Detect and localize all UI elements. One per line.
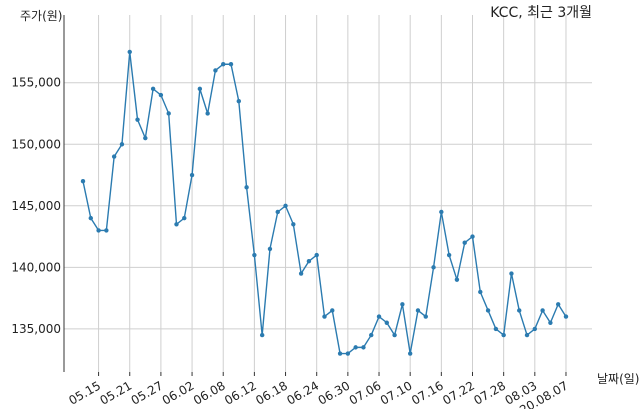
data-point <box>330 308 335 313</box>
series-line <box>82 51 567 355</box>
data-point <box>376 314 382 319</box>
data-point <box>524 332 530 338</box>
data-point <box>166 111 171 116</box>
x-tick-label: 07.28 <box>471 378 508 407</box>
data-point <box>439 209 444 215</box>
x-tick-label: 06.12 <box>222 378 259 407</box>
chart-axes <box>63 15 567 376</box>
x-tick-label: 05.27 <box>129 378 166 407</box>
data-point <box>478 289 483 295</box>
data-point <box>314 252 319 258</box>
data-point <box>252 252 257 258</box>
data-point <box>548 320 553 325</box>
y-tick-labels: 135,000 140,000 145,000 150,000 155,000 <box>11 76 61 336</box>
data-point <box>298 271 304 276</box>
data-point <box>174 222 179 227</box>
data-point <box>189 172 195 178</box>
data-point <box>337 351 343 356</box>
data-point <box>267 246 273 252</box>
data-point <box>80 178 86 184</box>
data-point <box>306 259 312 264</box>
data-point <box>555 302 561 307</box>
data-point <box>501 332 506 338</box>
data-point <box>345 351 351 356</box>
y-tick-label: 150,000 <box>11 137 61 151</box>
data-point <box>509 271 514 276</box>
data-point <box>322 314 327 319</box>
data-point <box>96 228 101 233</box>
data-point <box>182 215 187 221</box>
y-tick-label: 145,000 <box>11 199 61 213</box>
data-point <box>197 86 203 92</box>
data-point <box>423 314 428 319</box>
x-tick-label: 06.02 <box>160 378 197 407</box>
data-point <box>143 135 148 141</box>
x-tick-label: 07.22 <box>440 378 477 407</box>
data-point <box>361 345 366 350</box>
y-tick-label: 155,000 <box>11 76 61 90</box>
data-point <box>470 234 475 239</box>
data-point <box>283 203 288 209</box>
data-point <box>127 49 132 55</box>
data-point <box>462 240 467 245</box>
data-point <box>150 86 156 92</box>
data-point <box>104 228 109 233</box>
data-point <box>213 68 218 73</box>
data-point <box>221 62 226 67</box>
data-point <box>540 308 545 313</box>
x-tick-label: 07.10 <box>378 378 415 407</box>
data-point <box>236 98 241 104</box>
data-point <box>454 277 460 282</box>
data-point <box>400 302 405 307</box>
data-point <box>111 154 117 159</box>
data-point <box>275 209 280 215</box>
x-tick-label: 06.08 <box>191 378 228 407</box>
data-point <box>158 92 164 98</box>
data-point <box>532 326 538 332</box>
data-point <box>485 308 491 313</box>
data-point <box>369 332 374 338</box>
data-point <box>353 345 358 350</box>
y-tick-label: 140,000 <box>11 260 61 274</box>
data-point <box>205 111 210 116</box>
x-tick-label: 05.21 <box>97 378 134 407</box>
x-tick-label: 06.30 <box>316 378 353 407</box>
y-tick-label: 135,000 <box>11 322 61 336</box>
x-tick-label: 06.24 <box>284 378 321 407</box>
data-point <box>244 185 249 190</box>
x-tick-label: 07.16 <box>409 378 446 407</box>
data-point <box>431 265 436 270</box>
data-point <box>119 142 125 147</box>
data-point <box>291 222 296 227</box>
data-point <box>228 62 234 67</box>
data-point <box>88 215 93 221</box>
data-point <box>493 326 499 332</box>
chart-title: KCC, 최근 3개월 <box>490 5 592 21</box>
data-point <box>135 117 140 122</box>
x-tick-label: 07.06 <box>347 378 384 407</box>
data-point <box>446 252 452 258</box>
data-point <box>259 332 265 338</box>
data-point <box>384 320 390 325</box>
y-axis-label: 주가(원) <box>20 9 62 23</box>
data-point <box>563 314 569 319</box>
x-tick-labels: 05.1505.2105.2706.0206.0806.1206.1806.24… <box>66 378 570 409</box>
data-point <box>407 351 413 356</box>
data-point <box>392 332 397 338</box>
data-point <box>517 308 522 313</box>
series-group <box>80 49 569 356</box>
x-tick-label: 06.18 <box>253 378 290 407</box>
data-point <box>415 308 421 313</box>
x-axis-label: 날짜(일) <box>597 372 639 386</box>
x-tick-label: 05.15 <box>66 378 103 407</box>
grid-lines <box>64 15 592 372</box>
